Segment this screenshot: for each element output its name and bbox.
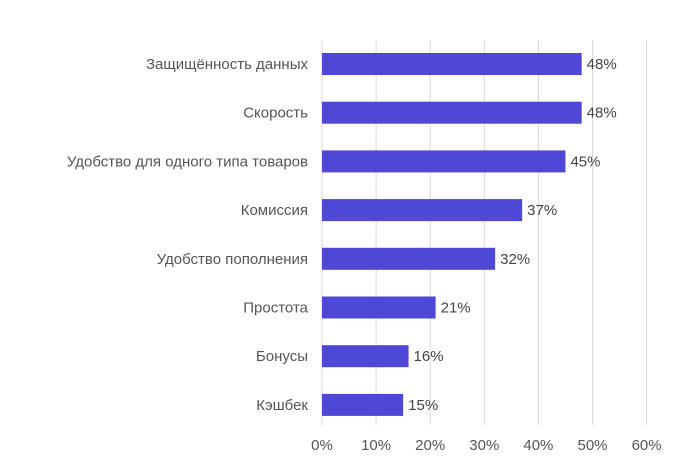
category-label: Удобство пополнения [157,251,308,268]
bar [322,150,566,173]
data-label: 45% [570,153,600,170]
category-label: Бонусы [256,348,308,365]
category-label: Скорость [243,105,308,122]
category-label: Защищённость данных [146,56,309,73]
data-label: 48% [587,105,617,122]
bar [322,393,404,416]
x-tick-label: 30% [469,437,499,454]
data-label: 16% [414,348,444,365]
bar [322,345,409,368]
category-labels: Защищённость данных Скорость Удобство для … [67,56,309,414]
data-label: 48% [587,56,617,73]
x-tick-label: 0% [311,437,333,454]
bar [322,199,523,222]
x-tick-label: 50% [577,437,607,454]
x-tick-label: 60% [632,437,662,454]
x-tick-label: 10% [361,437,391,454]
category-label: Кэшбек [256,397,308,414]
x-axis-ticks: 0% 10% 20% 30% 40% 50% 60% [311,437,661,454]
data-label: 32% [500,251,530,268]
value-labels: 48% 48% 45% 37% 32% 21% 16% 15% [408,56,617,414]
bars [322,53,582,416]
x-tick-label: 40% [523,437,553,454]
data-label: 37% [527,202,557,219]
data-label: 21% [441,300,471,317]
gridlines [321,40,648,425]
bar [322,53,582,75]
bar [322,296,436,319]
bar [322,247,496,270]
category-label: Простота [243,300,308,317]
category-label: Комиссия [241,202,308,219]
bar [322,101,582,124]
data-label: 15% [408,397,438,414]
category-label: Удобство для одного типа товаров [67,153,308,170]
x-tick-label: 20% [415,437,445,454]
